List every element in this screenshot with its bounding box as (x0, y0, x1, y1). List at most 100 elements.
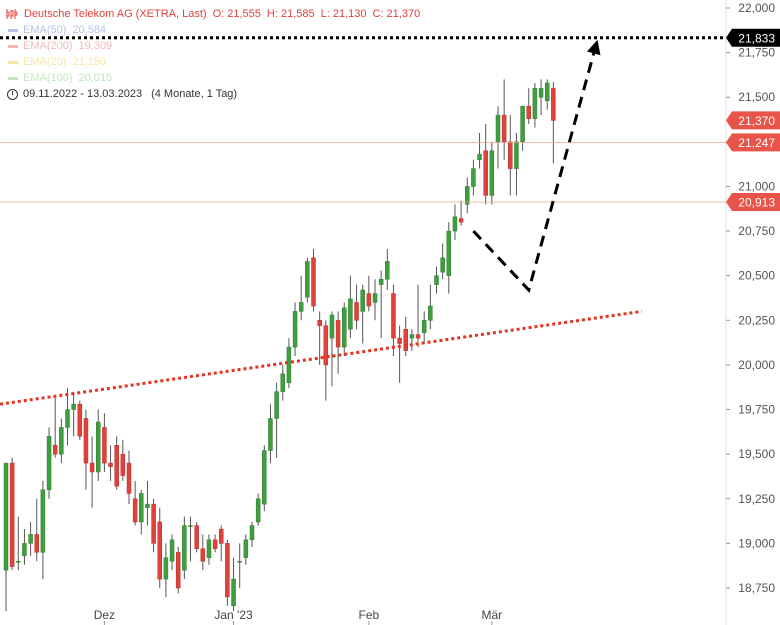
candle-body (538, 88, 544, 98)
candle-body (489, 150, 495, 196)
candle-body (71, 403, 76, 410)
candle-body (262, 450, 267, 505)
candle-body (231, 578, 236, 607)
candle-body (206, 539, 212, 558)
candle-body (292, 311, 298, 348)
instrument-header: Deutsche Telekom AG (XETRA, Last) O: 21,… (6, 6, 426, 22)
instrument-name: Deutsche Telekom AG (XETRA, Last) (24, 8, 207, 20)
candle-body (440, 257, 445, 273)
y-tick-label: 21,500 (738, 90, 775, 104)
candle-body (212, 539, 218, 549)
candle-body (157, 521, 162, 580)
price-badge-level: 20,913 (738, 195, 775, 209)
candle-body (391, 293, 396, 339)
price-badge-level-bg (726, 133, 780, 152)
candle-body (194, 525, 199, 549)
candle-body (378, 279, 384, 285)
price-badge-resistance: 21,833 (738, 31, 775, 45)
candle-body (335, 320, 341, 348)
candle-body (3, 462, 9, 571)
candle-body (169, 539, 175, 562)
candle-body (551, 88, 556, 121)
candle-body (89, 462, 95, 473)
ema20-swatch (8, 60, 18, 64)
open-value: O: 21,555 (212, 8, 261, 20)
candle-body (102, 427, 107, 464)
candlestick-series (3, 79, 556, 612)
legend-value: 19,309 (78, 40, 113, 52)
legend-item-ema200[interactable]: EMA(200) 19,309 (6, 38, 426, 54)
candle-body (298, 302, 304, 312)
price-badge-last: 21,370 (738, 114, 775, 128)
candle-body (323, 325, 329, 366)
candle-body (409, 334, 415, 339)
candle-body (59, 427, 64, 455)
y-tick-label: 21,750 (738, 46, 775, 60)
legend-label: EMA(50) (23, 24, 67, 36)
candle-body (446, 230, 452, 276)
candle-body (46, 436, 52, 491)
candle-body (83, 418, 89, 464)
y-tick-label: 19,750 (738, 403, 775, 417)
candle-body (225, 543, 230, 598)
candle-body (477, 154, 482, 160)
chart-legend: Deutsche Telekom AG (XETRA, Last) O: 21,… (6, 6, 426, 102)
low-value: L: 21,130 (320, 8, 367, 20)
price-badge-level: 21,247 (738, 136, 775, 150)
period-info: 09.11.2022 - 13.03.2023 (4 Monate, 1 Tag… (6, 86, 426, 102)
y-tick-label: 19,000 (738, 536, 775, 550)
x-tick-label: Dez (94, 608, 115, 622)
price-axis: 22,00021,75021,50021,25021,00020,75020,5… (725, 0, 780, 625)
candle-body (428, 305, 433, 321)
candle-body (495, 114, 501, 143)
ema50-swatch (8, 28, 18, 32)
candle-body (22, 543, 27, 557)
candle-body (458, 218, 464, 223)
legend-item-ema50[interactable]: EMA(50) 20,584 (6, 22, 426, 38)
candle-body (145, 503, 150, 508)
candle-body (514, 141, 519, 169)
legend-item-ema20[interactable]: EMA(20) 21,150 (6, 54, 426, 70)
candle-body (268, 418, 273, 451)
y-tick-label: 22,000 (738, 1, 775, 15)
candle-body (163, 557, 169, 580)
candle-body (372, 293, 378, 303)
candle-body (65, 409, 70, 428)
y-tick-label: 18,750 (738, 581, 775, 595)
ema100-swatch (8, 76, 18, 80)
y-tick-label: 21,000 (738, 179, 775, 193)
candle-body (108, 462, 113, 467)
candle-body (126, 462, 132, 494)
candle-body (526, 105, 531, 119)
candle-body (501, 114, 507, 143)
candle-body (132, 498, 138, 523)
candle-body (237, 560, 242, 563)
candle-body (465, 186, 470, 205)
y-tick-label: 19,500 (738, 447, 775, 461)
legend-value: 20,015 (78, 72, 113, 84)
time-axis: Dez Jan '23 Feb Mär (94, 608, 502, 625)
candle-body (421, 320, 427, 334)
y-tick-label: 20,000 (738, 358, 775, 372)
candle-body (151, 503, 156, 544)
candle-body (354, 302, 359, 321)
candle-body (40, 489, 46, 553)
candle-body (311, 257, 316, 307)
candle-body (9, 462, 15, 567)
candle-body (305, 261, 310, 298)
y-tick-label: 20,250 (738, 313, 775, 327)
price-badge-resistance-bg (726, 28, 780, 47)
candle-body (385, 261, 390, 280)
candle-body (342, 307, 347, 348)
legend-item-ema100[interactable]: EMA(100) 20,015 (6, 70, 426, 86)
candle-body (188, 525, 193, 527)
candle-body (52, 444, 58, 455)
candle-body (139, 493, 144, 523)
legend-label: EMA(200) (23, 40, 73, 52)
x-tick-label: Jan '23 (214, 608, 253, 622)
candle-body (508, 141, 513, 169)
candle-body (120, 453, 126, 476)
candle-body (286, 346, 292, 384)
candle-body (434, 275, 439, 285)
